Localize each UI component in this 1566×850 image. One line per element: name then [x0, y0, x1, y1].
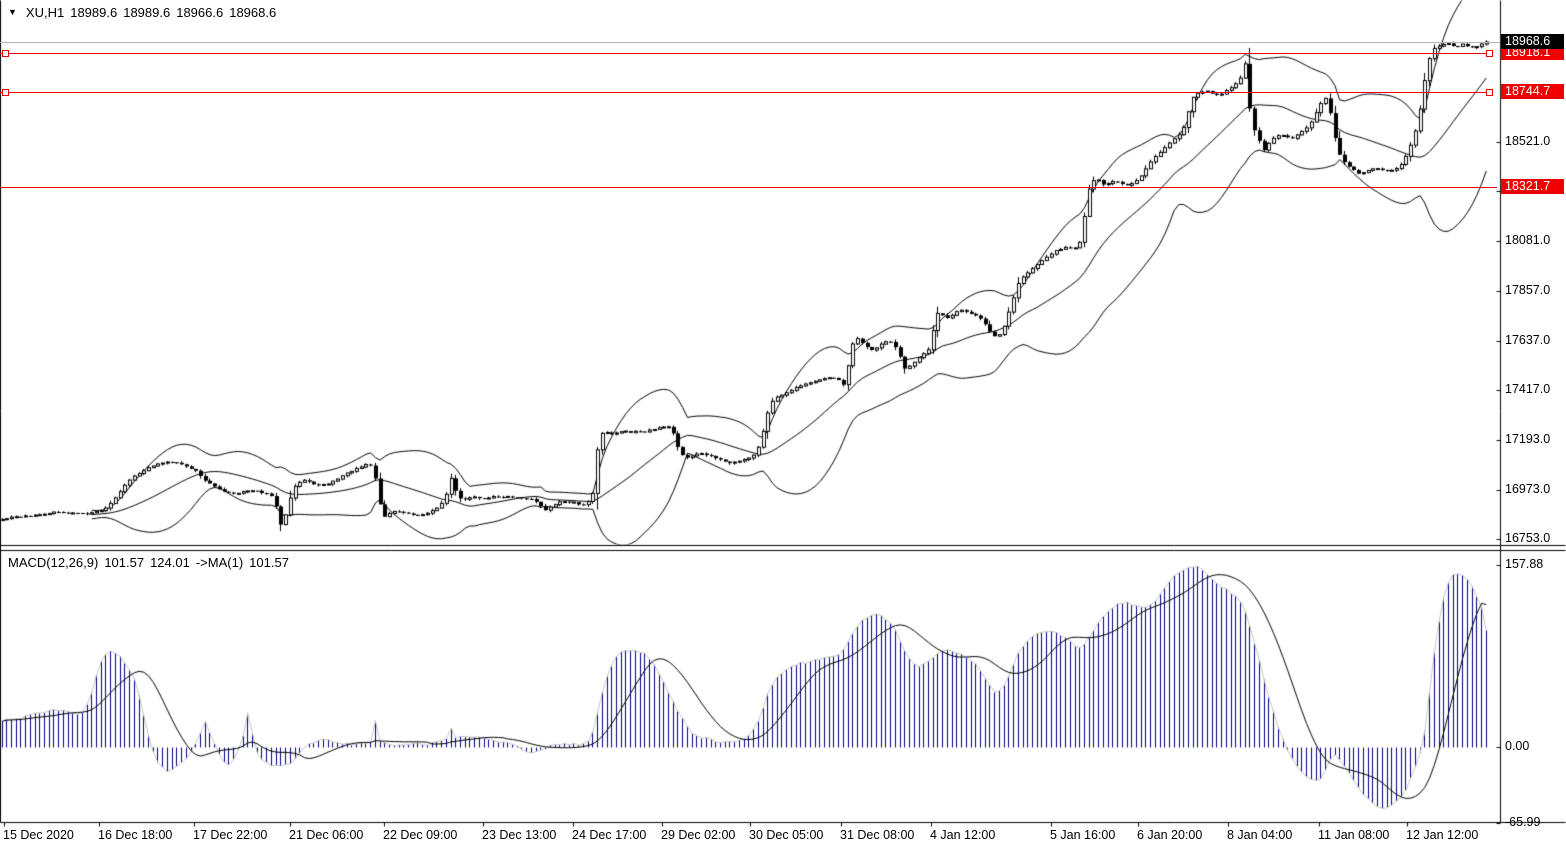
time-axis-label: 6 Jan 20:00: [1137, 828, 1203, 842]
ohlc-low: 18966.6: [176, 5, 224, 20]
price-level-tag-18744.7[interactable]: 18744.7: [1501, 84, 1564, 99]
horizontal-level-line-18321.7[interactable]: [0, 187, 1497, 188]
macd-axis-zero: 0.00: [1505, 739, 1530, 753]
price-axis-tick: 17857.0: [1505, 283, 1551, 297]
time-axis-label: 24 Dec 17:00: [572, 828, 647, 842]
price-axis-tick: 18521.0: [1505, 134, 1551, 148]
symbol-period-label: XU,H1: [25, 5, 65, 20]
current-price-tag: 18968.6: [1501, 34, 1564, 49]
current-price-line: [0, 42, 1500, 43]
price-axis-tick: 16973.0: [1505, 482, 1551, 496]
time-axis-label: 11 Jan 08:00: [1318, 828, 1390, 842]
time-axis-label: 30 Dec 05:00: [749, 828, 824, 842]
price-axis-tick: 17193.0: [1505, 432, 1551, 446]
price-axis-tick: 17637.0: [1505, 333, 1551, 347]
time-axis-label: 15 Dec 2020: [3, 828, 74, 842]
time-axis-label: 5 Jan 16:00: [1050, 828, 1116, 842]
price-axis-tick: 16753.0: [1505, 531, 1551, 545]
macd-axis-max: 157.88: [1505, 557, 1544, 571]
time-axis-label: 8 Jan 04:00: [1227, 828, 1293, 842]
ohlc-open: 18989.6: [70, 5, 118, 20]
line-handle-left-18744.7[interactable]: [2, 89, 9, 96]
horizontal-level-line-18918.1[interactable]: [0, 53, 1489, 54]
horizontal-level-line-18744.7[interactable]: [0, 92, 1489, 93]
time-axis-label: 17 Dec 22:00: [193, 828, 268, 842]
line-handle-right-18744.7[interactable]: [1486, 89, 1493, 96]
time-axis-label: 29 Dec 02:00: [661, 828, 736, 842]
macd-signal-value: 124.01: [150, 555, 190, 570]
time-axis-label: 22 Dec 09:00: [383, 828, 458, 842]
macd-main-value: 101.57: [104, 555, 145, 570]
price-axis-tick: 18081.0: [1505, 233, 1551, 247]
time-axis-label: 4 Jan 12:00: [930, 828, 996, 842]
price-level-tag-18321.7[interactable]: 18321.7: [1501, 179, 1564, 194]
ohlc-close: 18968.6: [229, 5, 277, 20]
time-axis-label: 16 Dec 18:00: [98, 828, 173, 842]
price-axis-tick: 17417.0: [1505, 382, 1551, 396]
macd-ma-name: ->MA(1): [195, 555, 244, 570]
macd-name: MACD(12,26,9): [8, 555, 99, 570]
line-handle-left-18918.1[interactable]: [2, 50, 9, 57]
time-axis-label: 12 Jan 12:00: [1406, 828, 1479, 842]
line-handle-right-18918.1[interactable]: [1486, 50, 1493, 57]
ohlc-high: 18989.6: [123, 5, 171, 20]
macd-ma-value: 101.57: [249, 555, 289, 570]
macd-axis-min: -65.99: [1505, 815, 1541, 829]
time-axis-label: 31 Dec 08:00: [840, 828, 915, 842]
time-axis-label: 21 Dec 06:00: [289, 828, 364, 842]
time-axis-label: 23 Dec 13:00: [482, 828, 557, 842]
chart-header: ▼ XU,H1 18989.6 18989.6 18966.6 18968.6: [8, 5, 276, 20]
symbol-dropdown-icon[interactable]: ▼: [8, 7, 17, 17]
macd-indicator-label: MACD(12,26,9) 101.57 124.01 ->MA(1) 101.57: [8, 555, 289, 570]
